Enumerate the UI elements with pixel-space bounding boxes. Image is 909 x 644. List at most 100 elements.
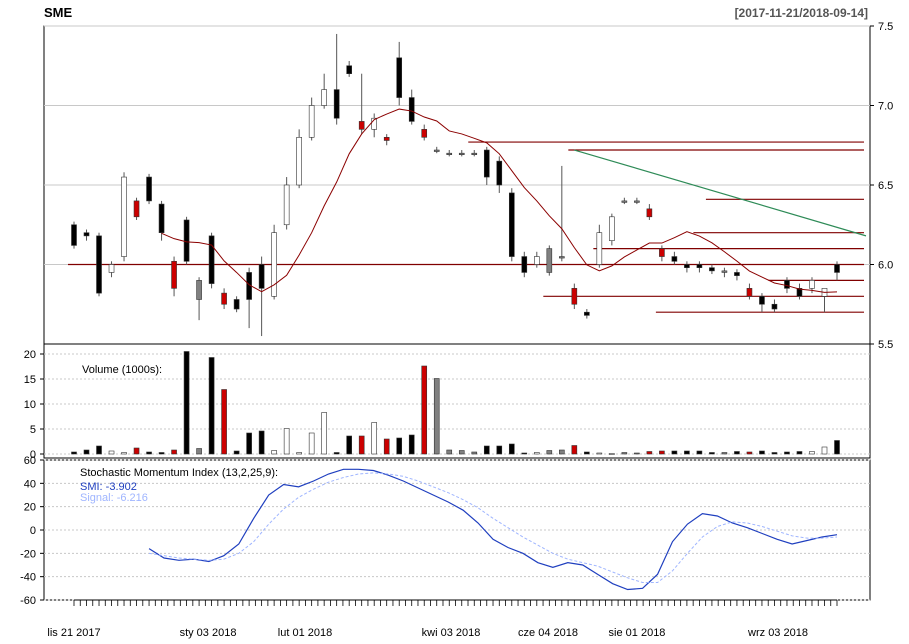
candle-body (96, 235, 102, 294)
volume-bar (709, 452, 715, 455)
candle-body (421, 129, 428, 138)
candle-body (796, 288, 803, 297)
volume-bar (646, 451, 653, 455)
volume-bar (684, 450, 690, 455)
x-tick-label: wrz 03 2018 (747, 627, 808, 639)
volume-bar (96, 445, 102, 455)
moving-average-line (161, 108, 838, 293)
smi-tick-label: -40 (20, 572, 36, 584)
volume-bar (196, 448, 202, 455)
volume-bar (208, 357, 215, 455)
candle-body (696, 264, 703, 268)
volume-bar (596, 452, 603, 455)
volume-bar (584, 451, 590, 455)
candle-body (508, 192, 515, 257)
chart-symbol: SME (44, 5, 73, 20)
candle-body (271, 232, 277, 297)
volume-bar (496, 445, 503, 455)
volume-bar (121, 452, 127, 455)
volume-tick-label: 5 (30, 424, 36, 436)
volume-bar (446, 449, 453, 455)
volume-tick-label: 15 (24, 374, 36, 386)
volume-tick-label: 20 (24, 349, 36, 361)
candle-body (446, 152, 453, 155)
volume-bar (183, 351, 190, 455)
price-tick-label: 7.5 (878, 21, 893, 33)
volume-bar (146, 451, 152, 455)
candle-body (646, 208, 653, 218)
volume-bar (108, 450, 115, 455)
candle-body (408, 97, 415, 122)
volume-bar (221, 389, 227, 455)
price-tick-label: 6.0 (878, 260, 893, 272)
volume-bar (771, 452, 778, 455)
volume-bars (71, 351, 840, 455)
smi-legend-title: Stochastic Momentum Index (13,2,25,9): (80, 467, 278, 479)
volume-bar (133, 447, 140, 455)
volume-bar (559, 449, 565, 455)
candle-body (108, 264, 115, 273)
price-axis: 5.5 6.0 6.5 7.0 7.5 (870, 21, 893, 351)
volume-bar (634, 452, 640, 455)
volume-bar (521, 452, 528, 455)
x-tick-label: sty 03 2018 (180, 627, 237, 639)
candle-body (709, 267, 715, 272)
volume-bar (458, 450, 465, 455)
volume-bar (233, 450, 240, 455)
volume-bar (358, 435, 365, 455)
volume-bar (834, 440, 840, 455)
volume-bar (746, 451, 753, 455)
candle-body (746, 288, 753, 297)
volume-bar (246, 432, 252, 455)
volume-bar (821, 446, 828, 455)
volume-bar (158, 452, 165, 455)
candle-body (208, 235, 215, 284)
candle-body (659, 248, 665, 257)
candle-body (571, 288, 578, 305)
volume-bar (333, 452, 340, 455)
candle-body (496, 160, 503, 186)
volume-bar (171, 449, 177, 455)
candle-body (171, 261, 177, 289)
candle-body (458, 152, 465, 155)
volume-tick-label: 10 (24, 399, 36, 411)
candle-body (634, 200, 640, 203)
candle-body (358, 121, 365, 130)
candle-body (433, 149, 440, 152)
volume-tick-label: 0 (30, 449, 36, 461)
x-tick-label: sie 01 2018 (609, 627, 666, 639)
x-tick-label: lis 21 2017 (47, 627, 100, 639)
candle-body (121, 176, 127, 257)
candle-body (609, 216, 615, 241)
volume-bar (721, 452, 728, 455)
smi-tick-label: 40 (24, 478, 36, 490)
candle-body (233, 299, 240, 310)
volume-bar (346, 435, 352, 455)
volume-legend: Volume (1000s): (82, 364, 162, 376)
volume-bar (383, 438, 390, 455)
volume-bar (396, 437, 403, 455)
candle-body (333, 89, 340, 119)
candle-body (546, 248, 553, 273)
volume-bar (784, 451, 790, 455)
signal-legend-value: Signal: -6.216 (80, 492, 148, 504)
volume-bar (296, 452, 302, 455)
volume-panel: 0 5 10 15 20 Volume (1000s): (24, 343, 871, 461)
smi-tick-label: 20 (24, 502, 36, 514)
candle-body (809, 280, 815, 289)
volume-bar (471, 451, 478, 455)
volume-bar (534, 452, 540, 455)
volume-bar (609, 453, 615, 455)
volume-bar (421, 365, 428, 455)
candle-body (196, 280, 202, 300)
candle-body (559, 256, 565, 259)
volume-bar (759, 450, 765, 455)
volume-axis: 0 5 10 15 20 (24, 349, 44, 461)
price-tick-label: 6.5 (878, 180, 893, 192)
candle-body (258, 264, 265, 289)
smi-line (148, 468, 838, 591)
x-tick-label: kwi 03 2018 (422, 627, 481, 639)
volume-bar (371, 422, 377, 455)
volume-bar (508, 443, 515, 455)
signal-line (148, 472, 838, 583)
